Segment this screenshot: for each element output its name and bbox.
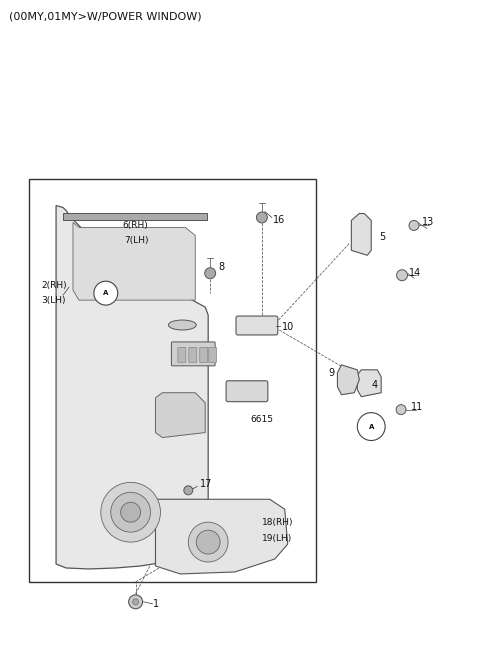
Polygon shape <box>156 393 205 438</box>
Circle shape <box>256 212 267 223</box>
Text: 5: 5 <box>379 233 385 242</box>
Circle shape <box>111 493 151 532</box>
Ellipse shape <box>168 320 196 330</box>
FancyBboxPatch shape <box>189 347 197 362</box>
Polygon shape <box>357 370 381 397</box>
Circle shape <box>132 599 139 605</box>
Polygon shape <box>73 223 195 300</box>
Circle shape <box>120 502 141 522</box>
Text: 19(LH): 19(LH) <box>262 534 292 542</box>
Circle shape <box>396 270 408 281</box>
Circle shape <box>196 530 220 554</box>
Text: 17: 17 <box>200 479 213 489</box>
Text: 16: 16 <box>273 215 285 225</box>
Text: A: A <box>369 424 374 430</box>
Text: 4: 4 <box>371 380 377 390</box>
Text: 6615: 6615 <box>250 415 273 424</box>
Text: A: A <box>103 290 108 296</box>
Circle shape <box>409 221 419 231</box>
Text: 13: 13 <box>422 217 434 227</box>
Text: 18(RH): 18(RH) <box>262 517 293 527</box>
Polygon shape <box>337 365 360 395</box>
Text: 8: 8 <box>218 262 224 272</box>
Text: 2(RH): 2(RH) <box>41 281 67 290</box>
Polygon shape <box>351 214 371 255</box>
Circle shape <box>204 268 216 279</box>
Text: 1: 1 <box>153 599 158 609</box>
FancyBboxPatch shape <box>226 381 268 402</box>
Text: 6(RH): 6(RH) <box>123 221 148 230</box>
Bar <box>29 179 315 582</box>
Circle shape <box>101 482 160 542</box>
Text: 14: 14 <box>409 269 421 278</box>
FancyBboxPatch shape <box>171 342 215 366</box>
FancyBboxPatch shape <box>178 347 186 362</box>
Text: 10: 10 <box>282 322 294 332</box>
Text: 7(LH): 7(LH) <box>124 236 148 245</box>
Polygon shape <box>156 499 288 574</box>
Text: 11: 11 <box>411 402 423 411</box>
FancyBboxPatch shape <box>200 347 208 362</box>
FancyBboxPatch shape <box>236 316 278 335</box>
Text: (00MY,01MY>W/POWER WINDOW): (00MY,01MY>W/POWER WINDOW) <box>9 11 202 22</box>
Circle shape <box>357 413 385 441</box>
Polygon shape <box>56 206 208 569</box>
Circle shape <box>184 486 193 495</box>
Circle shape <box>129 595 143 608</box>
Circle shape <box>396 405 406 415</box>
Text: 9: 9 <box>328 368 335 378</box>
FancyBboxPatch shape <box>209 347 216 362</box>
Text: 3(LH): 3(LH) <box>41 295 66 305</box>
Circle shape <box>94 281 118 305</box>
Bar <box>63 214 207 221</box>
Circle shape <box>188 522 228 562</box>
